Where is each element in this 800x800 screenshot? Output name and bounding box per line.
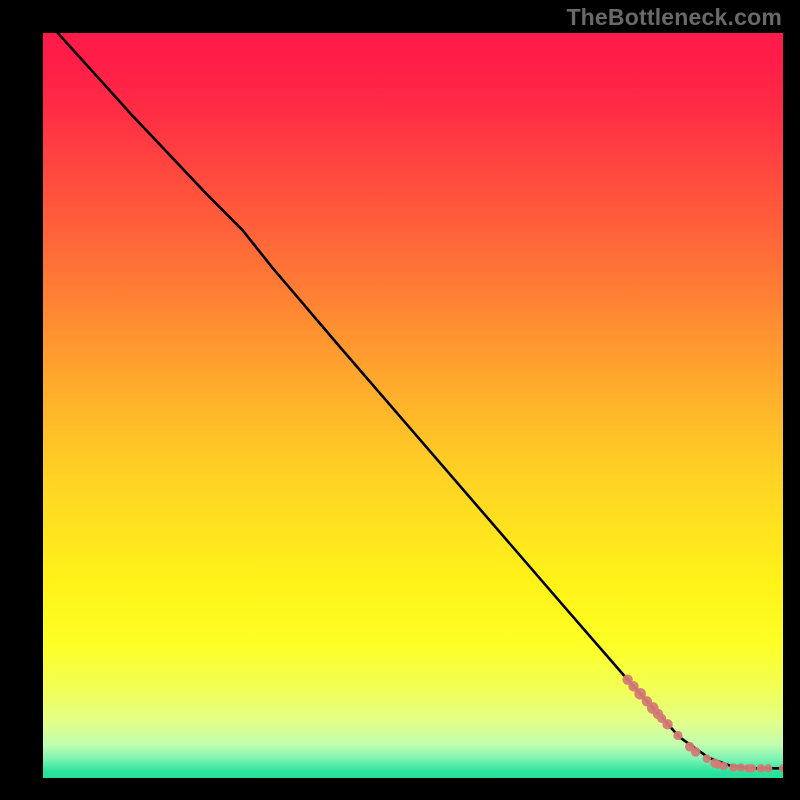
data-marker [748, 764, 756, 772]
curve-line [58, 33, 783, 768]
data-marker [673, 731, 682, 740]
data-marker [737, 763, 745, 771]
data-marker [662, 719, 672, 729]
data-marker [779, 764, 783, 772]
chart-overlay-svg [43, 33, 783, 778]
watermark-text: TheBottleneck.com [566, 4, 782, 31]
plot-area [43, 33, 783, 778]
chart-root: TheBottleneck.com [0, 0, 800, 800]
data-marker [691, 747, 701, 757]
data-marker [720, 762, 728, 770]
data-marker [757, 764, 765, 772]
data-marker [703, 754, 711, 762]
data-marker [729, 763, 737, 771]
data-marker [764, 764, 772, 772]
